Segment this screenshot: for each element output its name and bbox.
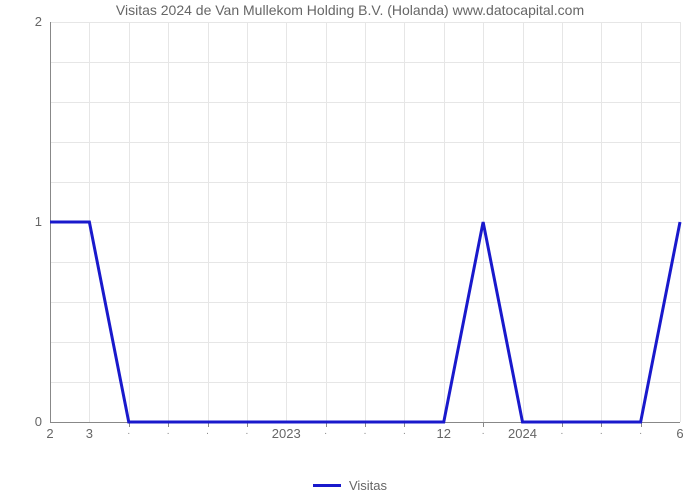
chart-container: { "chart": { "type": "line", "title": "V… (0, 0, 700, 500)
series-line (0, 0, 700, 500)
